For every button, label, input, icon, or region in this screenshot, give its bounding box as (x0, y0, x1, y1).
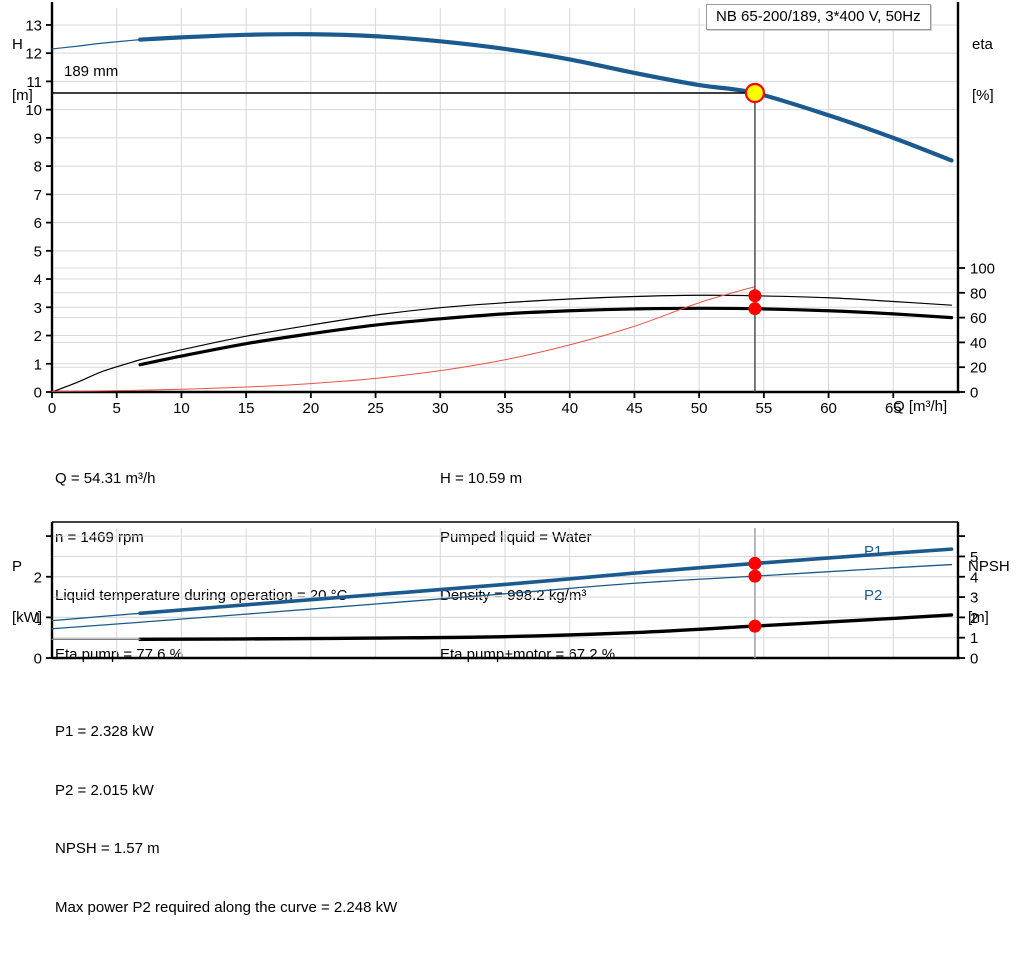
info-p1: P1 = 2.328 kW (55, 723, 154, 740)
svg-text:15: 15 (238, 400, 255, 417)
info-max-power: Max power P2 required along the curve = … (55, 898, 398, 916)
p1-series-label: P1 (864, 543, 883, 560)
svg-text:2: 2 (970, 610, 978, 627)
svg-text:3: 3 (970, 590, 978, 607)
top-chart-eta-label-line1: eta (972, 36, 993, 53)
bottom-chart-npsh-label-line1: NPSH (968, 558, 1010, 575)
svg-text:11: 11 (26, 74, 42, 91)
svg-text:40: 40 (561, 400, 578, 417)
svg-text:0: 0 (48, 400, 56, 417)
svg-text:0: 0 (970, 385, 978, 402)
pump-model-title-box: NB 65-200/189, 3*400 V, 50Hz (706, 4, 931, 30)
top-chart-y2-axis-label: eta [%] (972, 2, 1024, 138)
svg-text:25: 25 (367, 400, 384, 417)
svg-text:60: 60 (820, 400, 837, 417)
svg-text:5: 5 (113, 400, 121, 417)
svg-text:4: 4 (970, 569, 978, 586)
svg-text:30: 30 (432, 400, 449, 417)
info-h: H = 10.59 m (440, 470, 523, 487)
bottom-chart-npsh-label-line2: [m] (968, 609, 989, 626)
svg-text:10: 10 (173, 400, 190, 417)
impeller-size-curve-label: 189 mm (64, 63, 119, 80)
svg-text:0: 0 (970, 651, 978, 668)
svg-text:6: 6 (34, 215, 42, 232)
svg-text:9: 9 (34, 130, 42, 147)
svg-text:100: 100 (970, 261, 995, 278)
svg-text:7: 7 (34, 187, 42, 204)
svg-text:8: 8 (34, 159, 42, 176)
info-p2: P2 = 2.015 kW (55, 781, 154, 799)
info-npsh: NPSH = 1.57 m (55, 840, 160, 857)
svg-text:3: 3 (34, 300, 42, 317)
svg-text:60: 60 (970, 310, 987, 327)
svg-text:20: 20 (970, 360, 987, 377)
bottom-chart-y-axis-label: P [kW] (12, 524, 62, 660)
top-chart-y-axis-label-line1: H (12, 36, 23, 53)
svg-text:45: 45 (626, 400, 643, 417)
svg-text:12: 12 (25, 46, 42, 63)
top-chart-y-axis-label-line2: [m] (12, 87, 33, 104)
bottom-chart-y2-axis-label: NPSH [m] (968, 524, 1024, 660)
top-chart-y-axis-label: H [m] (12, 2, 52, 138)
top-chart-x-axis-label: Q [m³/h] (893, 398, 948, 415)
svg-text:13: 13 (25, 17, 42, 34)
svg-text:5: 5 (34, 243, 42, 260)
svg-text:1: 1 (34, 356, 42, 373)
svg-text:4: 4 (34, 272, 42, 289)
svg-text:65: 65 (885, 400, 902, 417)
bottom-chart-power-label-line1: P (12, 558, 23, 575)
svg-text:0: 0 (34, 385, 42, 402)
bottom-chart-power-label-line2: [kW] (12, 609, 42, 626)
svg-text:55: 55 (756, 400, 773, 417)
duty-info-left-column: Q = 54.31 m³/h n = 1469 rpm Liquid tempe… (55, 430, 347, 703)
info-speed: n = 1469 rpm (55, 528, 144, 546)
pump-curve-sheet: 0 1 2 3 4 5 6 7 8 9 10 11 12 13 0 20 40 60 80 100 0 5 10 15 20 25… (12, 2, 1024, 916)
top-chart-eta-label-line2: [%] (972, 87, 994, 104)
p2-series-label: P2 (864, 587, 883, 604)
svg-text:1: 1 (34, 610, 42, 627)
svg-text:5: 5 (970, 549, 978, 566)
svg-text:35: 35 (497, 400, 514, 417)
svg-text:20: 20 (303, 400, 320, 417)
svg-text:40: 40 (970, 335, 987, 352)
svg-text:10: 10 (25, 102, 42, 119)
svg-text:2: 2 (34, 569, 42, 586)
svg-text:2: 2 (34, 328, 42, 345)
svg-text:0: 0 (34, 651, 42, 668)
power-npsh-chart: 0 1 2 0 1 2 3 4 5 (34, 521, 978, 668)
info-q: Q = 54.31 m³/h (55, 470, 156, 487)
svg-text:80: 80 (970, 285, 987, 302)
svg-text:1: 1 (970, 630, 978, 647)
power-info-block: P1 = 2.328 kW P2 = 2.015 kW NPSH = 1.57 … (55, 683, 397, 956)
info-pumped-liquid: Pumped liquid = Water (440, 528, 592, 546)
svg-text:50: 50 (691, 400, 708, 417)
